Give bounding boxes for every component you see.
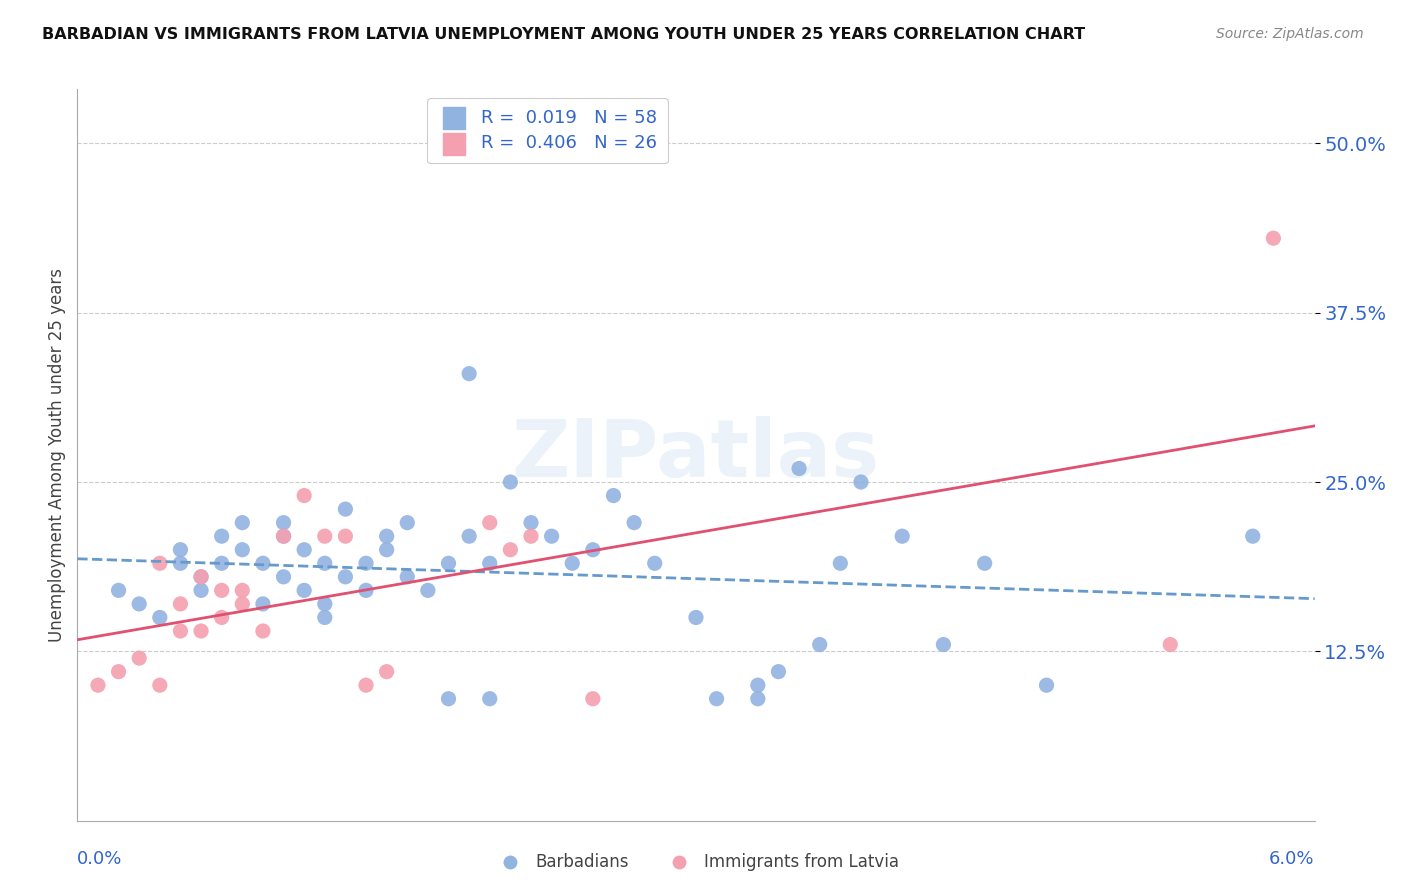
Point [582, 691, 605, 706]
Point [830, 556, 852, 570]
Point [107, 665, 129, 679]
Point [335, 529, 357, 543]
Point [335, 502, 357, 516]
Point [87, 678, 110, 692]
Point [190, 570, 212, 584]
Point [314, 529, 336, 543]
Point [685, 610, 707, 624]
Point [623, 516, 645, 530]
Point [787, 461, 810, 475]
Point [1263, 231, 1285, 245]
Point [354, 678, 377, 692]
Point [768, 665, 790, 679]
Point [211, 556, 233, 570]
Point [252, 624, 274, 638]
Point [561, 556, 583, 570]
Point [458, 529, 481, 543]
Point [314, 610, 336, 624]
Point [231, 597, 253, 611]
Point [128, 597, 150, 611]
Point [169, 542, 191, 557]
Point [273, 516, 295, 530]
Point [149, 556, 172, 570]
Point [169, 556, 191, 570]
Point [292, 542, 315, 557]
Point [354, 583, 377, 598]
Point [499, 475, 522, 489]
Point [128, 651, 150, 665]
Text: 0.0%: 0.0% [77, 850, 122, 868]
Point [314, 597, 336, 611]
Text: BARBADIAN VS IMMIGRANTS FROM LATVIA UNEMPLOYMENT AMONG YOUTH UNDER 25 YEARS CORR: BARBADIAN VS IMMIGRANTS FROM LATVIA UNEM… [42, 27, 1085, 42]
Point [252, 556, 274, 570]
Point [1241, 529, 1264, 543]
Point [540, 529, 562, 543]
Point [169, 597, 191, 611]
Point [396, 516, 419, 530]
Point [499, 542, 522, 557]
Legend: Barbadians, Immigrants from Latvia: Barbadians, Immigrants from Latvia [486, 847, 905, 878]
Point [644, 556, 666, 570]
Point [375, 529, 398, 543]
Point [478, 556, 501, 570]
Point [747, 691, 769, 706]
Point [706, 691, 728, 706]
Point [973, 556, 995, 570]
Point [520, 516, 543, 530]
Point [335, 570, 357, 584]
Point [849, 475, 872, 489]
Point [231, 542, 253, 557]
Point [314, 556, 336, 570]
Point [354, 556, 377, 570]
Point [273, 529, 295, 543]
Point [190, 624, 212, 638]
Point [932, 638, 955, 652]
Point [190, 570, 212, 584]
Point [252, 597, 274, 611]
Point [602, 489, 624, 503]
Point [375, 542, 398, 557]
Point [520, 529, 543, 543]
Point [891, 529, 914, 543]
Point [149, 678, 172, 692]
Text: 6.0%: 6.0% [1270, 850, 1315, 868]
Text: ZIPatlas: ZIPatlas [512, 416, 880, 494]
Point [1035, 678, 1057, 692]
Point [478, 691, 501, 706]
Point [273, 570, 295, 584]
Point [1159, 638, 1181, 652]
Point [169, 624, 191, 638]
Point [437, 691, 460, 706]
Point [458, 367, 481, 381]
Point [190, 583, 212, 598]
Point [747, 678, 769, 692]
Point [211, 610, 233, 624]
Point [211, 529, 233, 543]
Point [437, 556, 460, 570]
Point [149, 610, 172, 624]
Point [808, 638, 831, 652]
Point [273, 529, 295, 543]
Point [107, 583, 129, 598]
Point [416, 583, 439, 598]
Point [582, 542, 605, 557]
Point [231, 583, 253, 598]
Text: Source: ZipAtlas.com: Source: ZipAtlas.com [1216, 27, 1364, 41]
Point [292, 489, 315, 503]
Y-axis label: Unemployment Among Youth under 25 years: Unemployment Among Youth under 25 years [48, 268, 66, 642]
Point [396, 570, 419, 584]
Point [231, 516, 253, 530]
Point [292, 583, 315, 598]
Point [478, 516, 501, 530]
Point [211, 583, 233, 598]
Point [375, 665, 398, 679]
